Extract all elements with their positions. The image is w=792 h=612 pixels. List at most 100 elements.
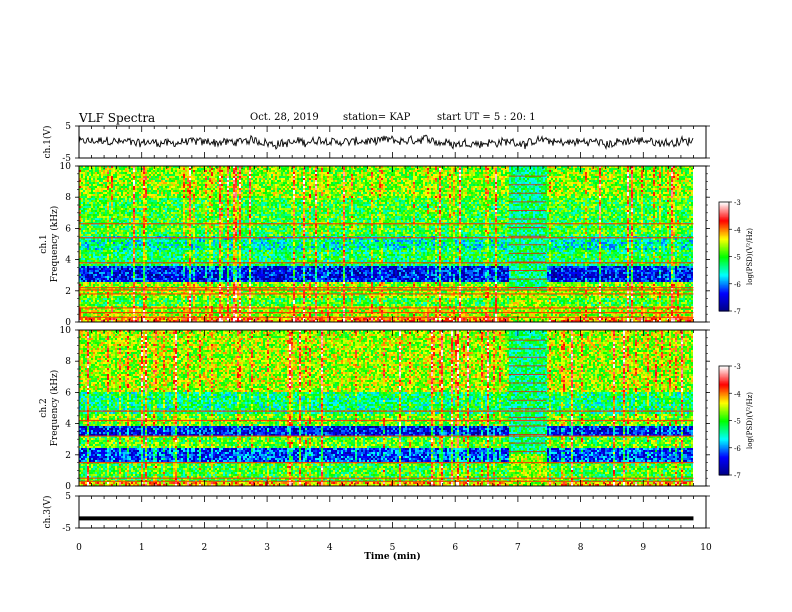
colorbar-cell — [719, 413, 729, 416]
colorbar-cell — [719, 423, 729, 426]
colorbar-cell — [719, 282, 729, 285]
y-tick-label: 5 — [65, 492, 71, 502]
colorbar-cell — [719, 290, 729, 293]
colorbar-cell — [719, 472, 729, 475]
colorbar-cell — [719, 430, 729, 432]
colorbar-cell — [719, 286, 729, 289]
colorbar-cell — [719, 208, 729, 211]
y-tick-label: 2 — [65, 287, 71, 297]
colorbar-cell — [719, 451, 729, 454]
colorbar-cell — [719, 428, 729, 431]
colorbar-cell — [719, 385, 729, 388]
colorbar-cell — [719, 270, 729, 273]
colorbar-cell — [719, 398, 729, 401]
colorbar-cell — [719, 296, 729, 298]
colorbar-cell — [719, 389, 729, 392]
colorbar-cell — [719, 421, 729, 424]
colorbar-cell — [719, 211, 729, 214]
colorbar-cell — [719, 215, 729, 218]
colorbar-cell — [719, 453, 729, 456]
colorbar-cell — [719, 285, 729, 288]
colorbar-cell — [719, 301, 729, 304]
start-time-label: start UT = 5 : 20: 1 — [437, 112, 536, 123]
ch1-waveform-panel: 5 -5 ch.1(V) — [42, 122, 710, 164]
colorbar-cell — [719, 281, 729, 283]
y-tick-label: 10 — [60, 326, 72, 336]
colorbar-cell — [719, 446, 729, 449]
colorbar-tick-label: -3 — [734, 199, 741, 207]
y-axis-label: ch.1(V) — [42, 126, 53, 159]
colorbar-tick-label: -7 — [734, 472, 741, 480]
colorbar-cell — [719, 297, 729, 300]
colorbar-cell — [719, 246, 729, 249]
colorbar-cell — [719, 375, 729, 378]
colorbar-cell — [719, 378, 729, 381]
colorbar-cell — [719, 233, 729, 236]
figure-title: VLF Spectra — [79, 111, 155, 125]
waveform-line — [79, 134, 694, 150]
y-tick-label: 8 — [65, 193, 71, 203]
y-tick-label: 4 — [65, 420, 71, 430]
colorbar-label: log(PSD)(V²/Hz) — [746, 228, 754, 285]
colorbar-cell — [719, 469, 729, 472]
colorbar-cell — [719, 251, 729, 254]
x-tick-label: 1 — [139, 543, 145, 553]
x-tick-label: 0 — [76, 543, 82, 553]
colorbar-cell — [719, 218, 729, 221]
colorbar-cell — [719, 401, 729, 404]
colorbar-cell — [719, 457, 729, 460]
y-tick-label: 10 — [60, 162, 72, 172]
colorbar-cell — [719, 276, 729, 279]
colorbar-cell — [719, 279, 729, 282]
colorbar-cell — [719, 237, 729, 240]
colorbar-cell — [719, 259, 729, 262]
colorbar-cell — [719, 404, 729, 407]
colorbar-cell — [719, 212, 729, 215]
colorbar-cell — [719, 203, 729, 206]
colorbar-cell — [719, 382, 729, 385]
colorbar-cell — [719, 244, 729, 247]
colorbar-cell — [719, 387, 729, 390]
colorbar-cell — [719, 225, 729, 228]
colorbar-cell — [719, 431, 729, 434]
colorbar-cell — [719, 221, 729, 224]
date-label: Oct. 28, 2019 — [250, 112, 319, 123]
y-axis-label: Frequency (kHz) — [49, 370, 60, 447]
colorbar-cell — [719, 439, 729, 442]
colorbar-cell — [719, 442, 729, 445]
colorbar-cell — [719, 366, 729, 368]
colorbar-cell — [719, 427, 729, 430]
colorbar-cell — [719, 242, 729, 245]
colorbar-cell — [719, 419, 729, 422]
colorbar-tick-label: -5 — [734, 418, 741, 426]
colorbar-cell — [719, 425, 729, 428]
colorbar-cell — [719, 460, 729, 462]
colorbar-cell — [719, 417, 729, 420]
colorbar-cell — [719, 249, 729, 252]
colorbar-cell — [719, 306, 729, 309]
ch2-spectrogram-panel: 0 2 4 6 8 10 ch.2 Frequency (kHz) — [39, 326, 710, 492]
y-tick-label: 0 — [65, 318, 71, 328]
colorbar-cell — [719, 272, 729, 275]
colorbar-cell — [719, 278, 729, 281]
colorbar-cell — [719, 236, 729, 239]
colorbar-cell — [719, 253, 729, 256]
colorbar-cell — [719, 379, 729, 382]
colorbar-cell — [719, 206, 729, 209]
colorbar-cell — [719, 302, 729, 305]
colorbar-cell — [719, 268, 729, 271]
colorbar-cell — [719, 298, 729, 301]
colorbar-cell — [719, 445, 729, 447]
colorbar-cell — [719, 458, 729, 461]
colorbar-cell — [719, 454, 729, 457]
colorbar-cell — [719, 449, 729, 452]
colorbar-cell — [719, 386, 729, 389]
colorbar-cell — [719, 257, 729, 260]
colorbar-cell — [719, 222, 729, 225]
colorbar-cell — [719, 256, 729, 259]
colorbar-cell — [719, 368, 729, 371]
colorbar-cell — [719, 370, 729, 373]
colorbar-cell — [719, 390, 729, 393]
colorbar-cell — [719, 234, 729, 237]
x-tick-label: 7 — [515, 543, 521, 553]
